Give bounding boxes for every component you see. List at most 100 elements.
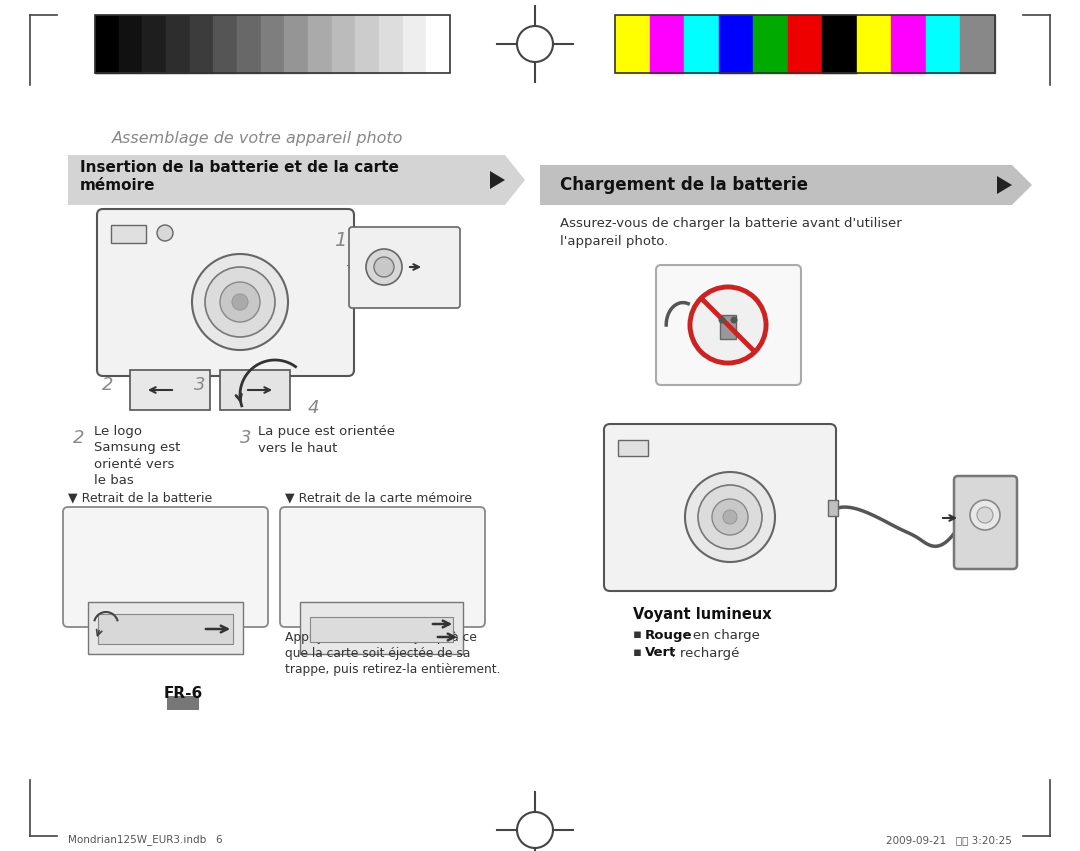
Bar: [787, 15, 822, 73]
Bar: [167, 696, 199, 710]
Circle shape: [374, 257, 394, 277]
Text: Rouge: Rouge: [645, 629, 692, 642]
Polygon shape: [1012, 165, 1032, 205]
Bar: [68, 155, 505, 205]
Circle shape: [970, 500, 1000, 530]
FancyBboxPatch shape: [604, 424, 836, 591]
Bar: [753, 15, 787, 73]
Polygon shape: [997, 176, 1012, 194]
Bar: [822, 15, 856, 73]
Circle shape: [205, 267, 275, 337]
Bar: [166, 15, 190, 73]
Text: 2: 2: [103, 376, 113, 394]
Text: 1: 1: [334, 231, 347, 249]
Bar: [540, 165, 1012, 205]
Polygon shape: [540, 165, 1012, 205]
Bar: [649, 15, 684, 73]
Text: ▪: ▪: [633, 629, 646, 642]
Bar: [618, 440, 648, 456]
Bar: [284, 15, 308, 73]
Bar: [308, 15, 332, 73]
Text: l'appareil photo.: l'appareil photo.: [561, 236, 669, 248]
Bar: [720, 315, 735, 339]
Text: orienté vers: orienté vers: [94, 458, 174, 471]
Bar: [98, 614, 233, 644]
Text: Assemblage de votre appareil photo: Assemblage de votre appareil photo: [112, 130, 403, 146]
Bar: [684, 15, 718, 73]
Text: Assurez-vous de charger la batterie avant d'utiliser: Assurez-vous de charger la batterie avan…: [561, 218, 902, 231]
Bar: [615, 15, 649, 73]
Bar: [143, 15, 166, 73]
Text: 4: 4: [307, 399, 319, 417]
Text: Mondrian125W_EUR3.indb   6: Mondrian125W_EUR3.indb 6: [68, 835, 222, 845]
Circle shape: [232, 294, 248, 310]
Text: : rechargé: : rechargé: [667, 647, 740, 660]
Text: ▼ Retrait de la carte mémoire: ▼ Retrait de la carte mémoire: [285, 492, 472, 505]
Text: vers le haut: vers le haut: [258, 442, 337, 454]
FancyBboxPatch shape: [280, 507, 485, 627]
Circle shape: [366, 249, 402, 285]
Text: Samsung est: Samsung est: [94, 442, 180, 454]
Bar: [403, 15, 427, 73]
FancyBboxPatch shape: [63, 507, 268, 627]
Bar: [214, 15, 237, 73]
Bar: [332, 15, 355, 73]
Bar: [220, 370, 291, 410]
Text: ▼ Retrait de la batterie: ▼ Retrait de la batterie: [68, 492, 213, 505]
Bar: [190, 15, 214, 73]
Text: le bas: le bas: [94, 473, 134, 487]
Bar: [379, 15, 403, 73]
Circle shape: [730, 317, 738, 323]
Bar: [310, 617, 453, 642]
Text: ▪: ▪: [633, 647, 646, 660]
Text: 2: 2: [73, 429, 84, 447]
Bar: [355, 15, 379, 73]
Bar: [87, 602, 243, 654]
Circle shape: [685, 472, 775, 562]
Text: mémoire: mémoire: [80, 178, 156, 192]
FancyBboxPatch shape: [349, 227, 460, 308]
Text: Chargement de la batterie: Chargement de la batterie: [561, 176, 808, 194]
Text: : en charge: : en charge: [680, 629, 760, 642]
Bar: [427, 15, 450, 73]
Bar: [95, 15, 450, 73]
Text: Voyant lumineux: Voyant lumineux: [633, 608, 771, 622]
Text: 2009-09-21   오후 3:20:25: 2009-09-21 오후 3:20:25: [886, 835, 1012, 845]
Text: que la carte soit éjectée de sa: que la carte soit éjectée de sa: [285, 648, 471, 660]
FancyBboxPatch shape: [656, 265, 801, 385]
Circle shape: [723, 510, 737, 524]
Text: Appuyez doucement jusqu'à ce: Appuyez doucement jusqu'à ce: [285, 631, 477, 644]
Circle shape: [220, 282, 260, 322]
Text: trappe, puis retirez-la entièrement.: trappe, puis retirez-la entièrement.: [285, 664, 500, 677]
Text: FR-6: FR-6: [163, 686, 203, 700]
Bar: [119, 15, 143, 73]
FancyBboxPatch shape: [954, 476, 1017, 569]
Circle shape: [712, 499, 748, 535]
Bar: [300, 602, 463, 654]
Bar: [718, 15, 753, 73]
Text: La puce est orientée: La puce est orientée: [258, 426, 395, 438]
Circle shape: [192, 254, 288, 350]
Bar: [130, 370, 210, 410]
Bar: [891, 15, 926, 73]
Bar: [111, 225, 146, 243]
Circle shape: [688, 285, 768, 365]
Text: 3: 3: [240, 429, 252, 447]
Bar: [828, 500, 838, 516]
FancyBboxPatch shape: [97, 209, 354, 376]
Bar: [95, 15, 119, 73]
Text: 3: 3: [194, 376, 206, 394]
Bar: [615, 15, 995, 73]
Text: Le logo: Le logo: [94, 426, 141, 438]
Text: Insertion de la batterie et de la carte: Insertion de la batterie et de la carte: [80, 161, 399, 175]
Circle shape: [718, 317, 726, 323]
Circle shape: [698, 485, 762, 549]
Bar: [260, 15, 284, 73]
Polygon shape: [505, 155, 525, 205]
Circle shape: [977, 507, 993, 523]
Circle shape: [157, 225, 173, 241]
Bar: [856, 15, 891, 73]
Bar: [237, 15, 260, 73]
Bar: [960, 15, 995, 73]
Text: Vert: Vert: [645, 647, 676, 660]
